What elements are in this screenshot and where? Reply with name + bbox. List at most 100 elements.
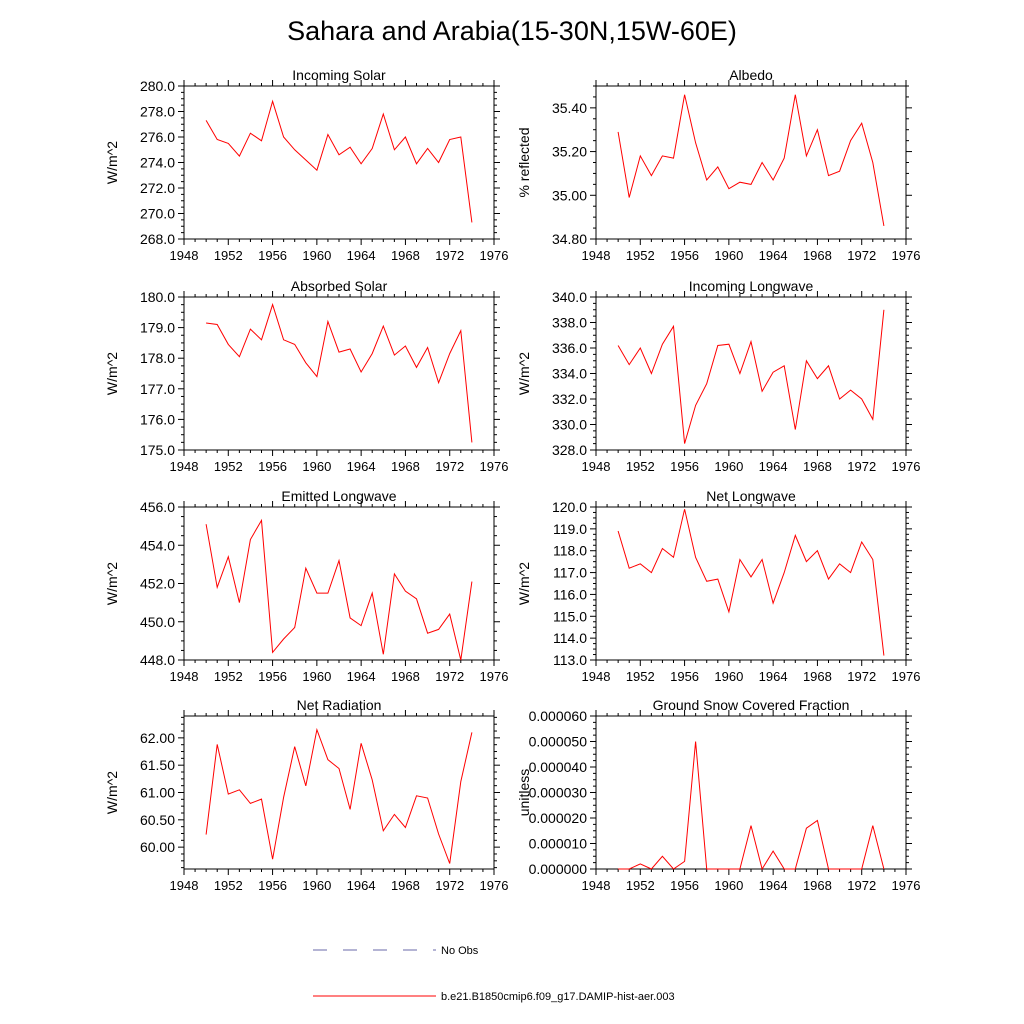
x-tick-label: 1948 [170,459,199,474]
x-tick-label: 1964 [759,669,788,684]
y-axis-label: % reflected [516,127,532,197]
series-line [205,518,473,661]
y-tick-label: 178.0 [140,350,175,366]
x-tick-label: 1952 [626,459,655,474]
panel-absorbed-solar: Absorbed Solar W/m^2 1948 1952 1956 1960 1964 1… [104,278,508,474]
y-tick-label: 338.0 [552,315,587,331]
y-tick-label: 276.0 [140,129,175,145]
x-tick-label: 1956 [670,248,699,263]
page-title: Sahara and Arabia(15-30N,15W-60E) [287,16,737,46]
y-tick-label: 117.0 [553,565,587,581]
x-tick-label: 1964 [759,248,788,263]
x-tick-label: 1956 [670,878,699,893]
x-tick-label: 1968 [803,878,832,893]
x-tick-label: 1960 [302,459,331,474]
x-tick-label: 1956 [670,459,699,474]
y-tick-label: 272.0 [140,180,175,196]
x-tick-label: 1960 [302,248,331,263]
y-tick-label: 179.0 [140,320,175,336]
x-tick-label: 1972 [435,248,464,263]
x-tick-label: 1960 [302,878,331,893]
y-tick-label: 454.0 [140,537,175,553]
y-axis-label: W/m^2 [104,771,120,814]
y-tick-label: 268.0 [140,231,175,247]
y-tick-label: 0.000020 [529,810,588,826]
x-tick-label: 1964 [347,248,376,263]
y-tick-label: 330.0 [552,417,587,433]
y-tick-label: 61.50 [140,757,175,773]
y-tick-label: 60.50 [140,812,175,828]
x-tick-label: 1968 [391,878,420,893]
x-tick-label: 1972 [847,878,876,893]
y-tick-label: 334.0 [552,366,587,382]
panel-ground-snow-covered-fraction: Ground Snow Covered Fraction unitless 1948… [516,697,920,893]
x-tick-label: 1956 [670,669,699,684]
panel-incoming-longwave: Incoming Longwave W/m^2 1948 1952 1956 1960 19… [516,278,920,474]
x-tick-label: 1976 [892,459,921,474]
x-tick-label: 1960 [714,669,743,684]
plot-frame [183,506,495,661]
y-axis-label: unitless [516,769,532,816]
y-axis-label: W/m^2 [516,562,532,605]
y-tick-label: 274.0 [140,155,175,171]
y-tick-label: 115.0 [553,608,587,624]
plot-frame [595,506,907,661]
series-line [205,727,473,864]
x-tick-label: 1960 [714,459,743,474]
x-tick-label: 1972 [435,878,464,893]
y-tick-label: 176.0 [140,411,175,427]
y-tick-label: 0.000040 [529,759,588,775]
panel-title: Ground Snow Covered Fraction [653,697,850,713]
y-tick-label: 270.0 [140,206,175,222]
legend-label-no-obs: No Obs [441,945,479,957]
x-tick-label: 1952 [214,878,243,893]
x-tick-label: 1976 [480,669,509,684]
x-tick-label: 1952 [214,669,243,684]
series-line [618,741,885,871]
x-tick-label: 1968 [803,248,832,263]
x-tick-label: 1948 [582,878,611,893]
x-tick-label: 1972 [847,669,876,684]
y-tick-label: 34.80 [552,231,587,247]
y-tick-label: 114.0 [553,630,587,646]
x-tick-label: 1952 [214,459,243,474]
x-tick-label: 1956 [258,248,287,263]
series-line [617,309,885,444]
y-tick-label: 328.0 [552,442,587,458]
x-tick-label: 1976 [892,248,921,263]
x-tick-label: 1960 [714,878,743,893]
y-tick-label: 448.0 [140,652,175,668]
y-tick-label: 450.0 [140,614,175,630]
x-tick-label: 1964 [347,459,376,474]
plot-frame [595,715,907,870]
y-tick-label: 120.0 [552,499,587,515]
series-line [617,94,885,226]
x-tick-label: 1964 [347,878,376,893]
y-tick-label: 456.0 [140,499,175,515]
x-tick-label: 1952 [626,878,655,893]
x-tick-label: 1968 [803,459,832,474]
x-tick-label: 1956 [258,459,287,474]
y-tick-label: 175.0 [140,442,175,458]
panel-title: Net Longwave [706,488,796,504]
y-tick-label: 278.0 [140,104,175,120]
y-tick-label: 177.0 [140,381,175,397]
y-tick-label: 332.0 [552,391,587,407]
series-line [205,99,473,223]
plot-frame [595,296,907,451]
x-tick-label: 1976 [892,669,921,684]
y-tick-label: 280.0 [140,78,175,94]
panel-net-radiation: Net Radiation W/m^2 1948 1952 1956 1960 1964 19… [104,697,508,893]
panel-albedo: Albedo % reflected 1948 1952 1956 1960 1964 196… [516,67,920,263]
x-tick-label: 1948 [170,248,199,263]
y-axis-label: W/m^2 [104,141,120,184]
y-tick-label: 119.0 [553,521,587,537]
legend: No Obs b.e21.B1850cmip6.f09_g17.DAMIP-hi… [313,945,675,1003]
x-tick-label: 1948 [170,669,199,684]
x-tick-label: 1952 [626,248,655,263]
y-tick-label: 61.00 [140,785,175,801]
panel-emitted-longwave: Emitted Longwave W/m^2 1948 1952 1956 1960 196… [104,488,508,684]
x-tick-label: 1968 [391,459,420,474]
panels: Incoming Solar W/m^2 1948 1952 1956 1960 1964 1… [104,67,920,893]
